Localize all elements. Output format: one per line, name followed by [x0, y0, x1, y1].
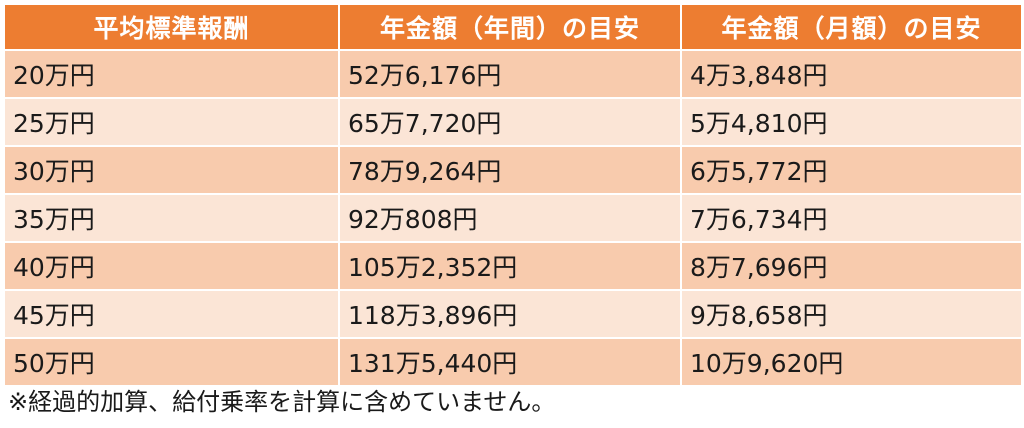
- table-body: 20万円 52万6,176円 4万3,848円 25万円 65万7,720円 5…: [3, 49, 1023, 387]
- table-row: 50万円 131万5,440円 10万9,620円: [3, 337, 1023, 387]
- cell-annual-amount: 118万3,896円: [338, 289, 682, 339]
- table-row: 45万円 118万3,896円 9万8,658円: [3, 289, 1023, 339]
- cell-monthly-amount: 4万3,848円: [680, 49, 1023, 99]
- table-row: 35万円 92万808円 7万6,734円: [3, 193, 1023, 243]
- cell-monthly-amount: 6万5,772円: [680, 145, 1023, 195]
- header-average-standard-remuneration: 平均標準報酬: [3, 3, 340, 51]
- footnote: ※経過的加算、給付乗率を計算に含めていません。: [8, 388, 556, 416]
- header-row: 平均標準報酬 年金額（年間）の目安 年金額（月額）の目安: [3, 3, 1023, 51]
- cell-annual-amount: 65万7,720円: [338, 97, 682, 147]
- cell-annual-amount: 78万9,264円: [338, 145, 682, 195]
- table-row: 25万円 65万7,720円 5万4,810円: [3, 97, 1023, 147]
- cell-monthly-amount: 5万4,810円: [680, 97, 1023, 147]
- header-monthly-pension-estimate: 年金額（月額）の目安: [680, 3, 1023, 51]
- cell-remuneration: 35万円: [3, 193, 340, 243]
- cell-annual-amount: 52万6,176円: [338, 49, 682, 99]
- table-row: 20万円 52万6,176円 4万3,848円: [3, 49, 1023, 99]
- cell-remuneration: 30万円: [3, 145, 340, 195]
- cell-annual-amount: 105万2,352円: [338, 241, 682, 291]
- pension-table: 平均標準報酬 年金額（年間）の目安 年金額（月額）の目安 20万円 52万6,1…: [3, 3, 1023, 387]
- cell-remuneration: 45万円: [3, 289, 340, 339]
- cell-monthly-amount: 9万8,658円: [680, 289, 1023, 339]
- cell-annual-amount: 131万5,440円: [338, 337, 682, 387]
- table-header: 平均標準報酬 年金額（年間）の目安 年金額（月額）の目安: [3, 3, 1023, 51]
- cell-remuneration: 50万円: [3, 337, 340, 387]
- table-row: 40万円 105万2,352円 8万7,696円: [3, 241, 1023, 291]
- header-annual-pension-estimate: 年金額（年間）の目安: [338, 3, 682, 51]
- cell-remuneration: 25万円: [3, 97, 340, 147]
- cell-monthly-amount: 7万6,734円: [680, 193, 1023, 243]
- cell-annual-amount: 92万808円: [338, 193, 682, 243]
- cell-remuneration: 40万円: [3, 241, 340, 291]
- cell-remuneration: 20万円: [3, 49, 340, 99]
- table-row: 30万円 78万9,264円 6万5,772円: [3, 145, 1023, 195]
- cell-monthly-amount: 8万7,696円: [680, 241, 1023, 291]
- cell-monthly-amount: 10万9,620円: [680, 337, 1023, 387]
